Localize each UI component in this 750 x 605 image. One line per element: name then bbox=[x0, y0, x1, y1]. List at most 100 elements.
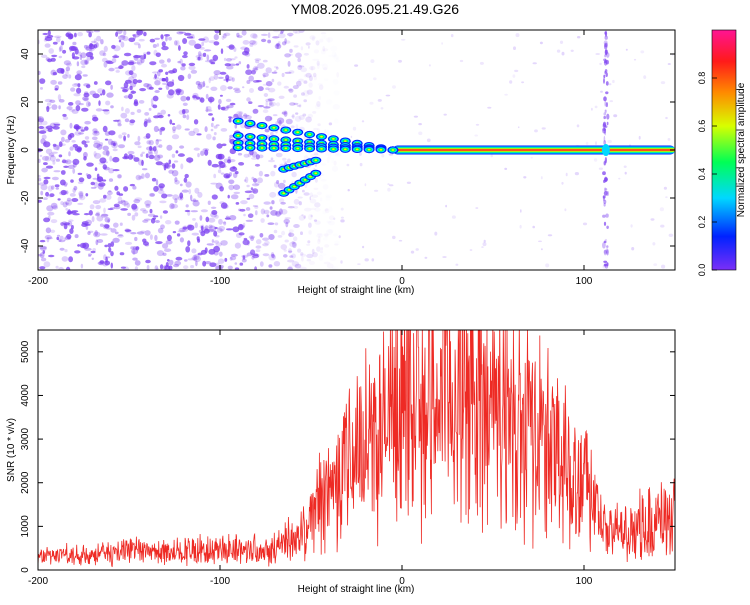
noise-speck bbox=[64, 183, 68, 187]
noise-speck bbox=[38, 158, 41, 163]
noise-speck bbox=[88, 230, 94, 233]
noise-speck bbox=[225, 98, 232, 102]
noise-speck bbox=[285, 40, 291, 44]
noise-speck bbox=[236, 35, 243, 39]
noise-speck bbox=[132, 257, 138, 261]
noise-speck bbox=[236, 110, 244, 116]
vertical-artifact-speck bbox=[606, 191, 609, 196]
noise-speck bbox=[124, 79, 132, 84]
noise-speck bbox=[188, 39, 196, 46]
noise-speck bbox=[133, 55, 141, 59]
noise-speck bbox=[289, 241, 297, 247]
noise-speck bbox=[154, 90, 160, 93]
noise-speck bbox=[58, 55, 62, 59]
noise-speck bbox=[320, 197, 322, 201]
noise-speck bbox=[131, 89, 135, 95]
noise-speck bbox=[181, 109, 186, 115]
noise-speck bbox=[61, 256, 69, 262]
noise-speck bbox=[234, 242, 241, 249]
noise-speck bbox=[69, 193, 76, 197]
noise-speck bbox=[288, 229, 294, 233]
snr-series-line bbox=[38, 330, 675, 568]
snr-x-tick-label: -100 bbox=[210, 576, 230, 587]
noise-speck bbox=[143, 31, 147, 37]
noise-speck bbox=[262, 109, 269, 114]
noise-speck bbox=[135, 174, 142, 181]
noise-speck bbox=[168, 265, 173, 270]
noise-speck bbox=[306, 253, 314, 259]
noise-speck-faint bbox=[369, 101, 374, 105]
colorbar-label: Normalized spectral amplitude bbox=[736, 82, 747, 217]
noise-speck bbox=[193, 147, 200, 151]
vertical-artifact-speck bbox=[606, 262, 609, 267]
noise-speck bbox=[208, 77, 211, 84]
noise-speck bbox=[99, 260, 105, 264]
noise-speck bbox=[110, 251, 114, 257]
noise-speck bbox=[46, 105, 50, 113]
noise-speck bbox=[218, 251, 223, 257]
noise-speck bbox=[73, 93, 81, 97]
noise-speck bbox=[113, 45, 121, 52]
noise-speck bbox=[124, 228, 130, 233]
noise-speck bbox=[323, 184, 329, 190]
noise-speck bbox=[38, 177, 42, 182]
converging-track-blob bbox=[332, 138, 335, 140]
noise-speck bbox=[333, 233, 338, 236]
vertical-artifact-speck bbox=[604, 49, 608, 56]
noise-speck bbox=[77, 244, 80, 247]
noise-speck bbox=[39, 154, 43, 157]
noise-speck-faint bbox=[361, 120, 365, 123]
noise-speck bbox=[166, 93, 174, 99]
noise-speck bbox=[93, 81, 98, 85]
noise-speck bbox=[250, 33, 258, 39]
noise-speck bbox=[147, 213, 156, 217]
noise-speck bbox=[60, 201, 64, 206]
noise-speck bbox=[120, 266, 126, 269]
noise-speck bbox=[235, 171, 239, 175]
noise-speck-faint bbox=[541, 127, 546, 130]
converging-track-blob bbox=[248, 122, 252, 125]
vertical-artifact-speck bbox=[603, 140, 607, 145]
noise-speck bbox=[69, 33, 74, 40]
noise-speck bbox=[280, 201, 286, 205]
noise-speck bbox=[182, 226, 188, 230]
noise-speck bbox=[251, 151, 258, 158]
vertical-artifact-speck bbox=[603, 40, 608, 46]
noise-speck bbox=[281, 230, 286, 236]
noise-speck bbox=[172, 68, 178, 74]
noise-speck bbox=[192, 198, 196, 202]
noise-speck bbox=[324, 244, 330, 248]
noise-speck bbox=[246, 97, 251, 102]
noise-speck bbox=[102, 164, 108, 170]
noise-speck bbox=[243, 153, 250, 158]
noise-speck-faint bbox=[377, 99, 382, 102]
noise-speck bbox=[192, 95, 197, 99]
noise-speck bbox=[134, 141, 141, 146]
noise-speck bbox=[94, 130, 100, 134]
vertical-artifact-speck bbox=[605, 188, 608, 191]
noise-speck-faint bbox=[371, 258, 375, 262]
noise-speck bbox=[92, 177, 99, 180]
noise-speck bbox=[226, 65, 234, 70]
noise-speck bbox=[334, 90, 340, 95]
noise-speck bbox=[292, 30, 298, 34]
noise-speck bbox=[314, 177, 318, 183]
noise-speck-faint bbox=[387, 187, 391, 192]
noise-speck bbox=[173, 160, 179, 163]
noise-speck bbox=[179, 195, 184, 201]
noise-speck bbox=[52, 41, 58, 45]
noise-speck bbox=[112, 156, 120, 163]
noise-speck bbox=[133, 157, 140, 162]
noise-speck bbox=[42, 155, 49, 161]
noise-speck bbox=[46, 34, 54, 38]
noise-speck bbox=[270, 131, 274, 136]
noise-speck bbox=[313, 153, 321, 157]
spectrogram-y-tick-label: 0 bbox=[20, 147, 31, 153]
noise-speck bbox=[263, 201, 271, 205]
noise-speck bbox=[84, 136, 90, 140]
noise-speck bbox=[58, 105, 61, 110]
noise-speck-faint bbox=[350, 135, 353, 139]
noise-speck bbox=[115, 70, 120, 73]
noise-speck-faint bbox=[398, 59, 402, 63]
noise-speck bbox=[220, 85, 227, 91]
